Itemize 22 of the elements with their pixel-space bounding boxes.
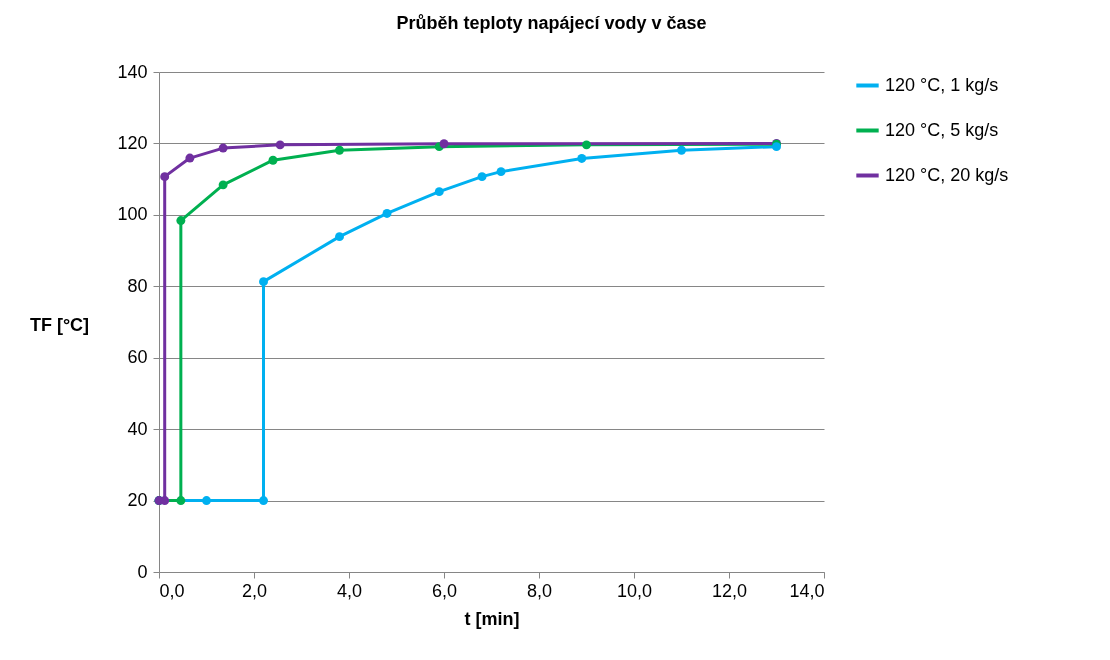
x-tick-label: 0,0 xyxy=(159,580,185,601)
x-tick-label: 4,0 xyxy=(336,580,363,601)
y-tick-label: 100 xyxy=(117,204,148,225)
x-tick-label: 8,0 xyxy=(526,580,553,601)
x-tick-label: 6,0 xyxy=(431,580,458,601)
x-axis-title: t [min] xyxy=(464,608,520,629)
chart-title: Průběh teploty napájecí vody v čase xyxy=(396,13,707,33)
y-tick-label: 40 xyxy=(127,418,148,439)
legend-label: 120 °C, 1 kg/s xyxy=(885,74,999,95)
x-tick-label: 10,0 xyxy=(616,580,653,601)
y-tick-label: 0 xyxy=(137,561,148,582)
x-tick-label: 12,0 xyxy=(711,580,748,601)
y-tick-label: 60 xyxy=(127,347,148,368)
x-tick-label: 2,0 xyxy=(241,580,268,601)
y-tick-label: 120 xyxy=(117,132,148,153)
legend-label: 120 °C, 5 kg/s xyxy=(885,119,999,140)
y-tick-label: 20 xyxy=(127,490,148,511)
x-tick-label: 14,0 xyxy=(789,580,825,601)
y-tick-label: 80 xyxy=(127,275,148,296)
y-tick-label: 140 xyxy=(117,61,148,82)
legend-label: 120 °C, 20 kg/s xyxy=(885,164,1009,185)
y-axis-title: TF [°C] xyxy=(29,314,90,335)
